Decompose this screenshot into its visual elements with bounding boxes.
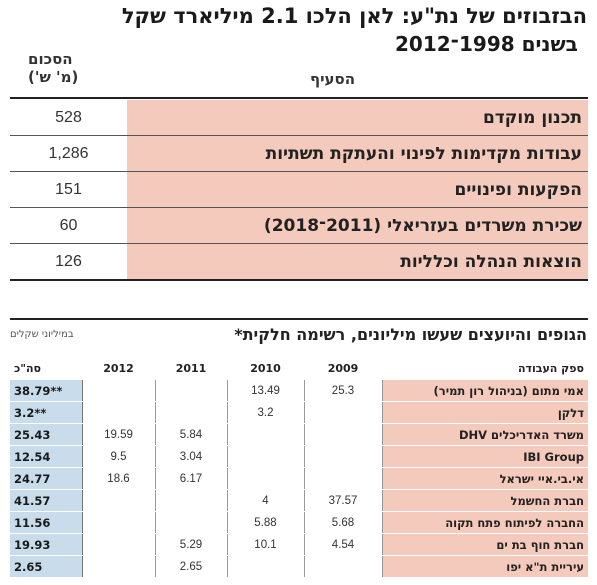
budget-row: 528 תכנון מוקדם (10, 100, 588, 136)
year-value-cell: 3.04 (155, 445, 228, 468)
budget-amount: 151 (55, 181, 82, 198)
budget-row: 1,286 עבודות מקדימות לפינוי והעתקת תשתיות (10, 136, 588, 172)
table-row: 25.43 19.59 5.84 משרד האדריכלים DHV (10, 423, 588, 446)
col-total-header: סה"כ (10, 358, 82, 380)
table-row: 38.79** 13.49 25.3 אמי מתום (בניהול רון תמי… (10, 379, 588, 402)
year-value-cell (82, 511, 156, 534)
year-value-cell (155, 401, 228, 424)
total-cell: 11.56 (10, 511, 83, 534)
budget-amount: 528 (55, 109, 82, 126)
table-row: 24.77 18.6 6.17 אי.בי.איי ישראל (10, 467, 588, 490)
supplier-name: דלקן (382, 401, 588, 424)
table2-title: הגופים והיועצים שעשו מיליונים, רשימה חלק… (234, 325, 587, 344)
budget-section-label: תכנון מוקדם (127, 100, 588, 136)
amount-header-line1: הסכום (28, 50, 73, 68)
table-row: 3.2** 3.2 דלקן (10, 401, 588, 424)
table-row: 11.56 5.88 5.68 החברה לפיתוח פתח תקוה (10, 511, 588, 534)
budget-section-label: עבודות מקדימות לפינוי והעתקת תשתיות (127, 136, 588, 172)
table1-top-rule (10, 97, 588, 99)
col-2012-header: 2012 (82, 358, 155, 380)
budget-section-label: הוצאות הנהלה וכלליות (127, 244, 588, 280)
budget-section-label: שכירת משרדים בעזריאלי (2011־2018) (127, 208, 588, 244)
year-value-cell: 5.84 (155, 423, 228, 446)
year-value-cell (227, 555, 305, 578)
table-row: 19.93 5.29 10.1 4.54 חברת חוף בת ים (10, 533, 588, 556)
supplier-name: אי.בי.איי ישראל (382, 467, 588, 490)
row-divider (10, 171, 588, 172)
year-value-cell: 37.57 (304, 489, 383, 512)
year-value-cell (155, 379, 228, 402)
year-value-cell: 3.2 (227, 401, 305, 424)
amount-header-line2: (מ' ש') (28, 68, 79, 86)
year-value-cell (227, 423, 305, 446)
budget-row: 126 הוצאות הנהלה וכלליות (10, 244, 588, 280)
total-cell: 3.2** (10, 401, 83, 424)
supplier-name: IBI Group (382, 445, 588, 468)
total-cell: 25.43 (10, 423, 83, 446)
year-value-cell: 4.54 (304, 533, 383, 556)
year-value-cell: 10.1 (227, 533, 305, 556)
row-divider (10, 243, 588, 244)
total-cell: 38.79** (10, 379, 83, 402)
row-divider (10, 135, 588, 136)
year-value-cell: 2.65 (155, 555, 228, 578)
total-cell: 24.77 (10, 467, 83, 490)
year-value-cell: 5.29 (155, 533, 228, 556)
budget-row: 60 שכירת משרדים בעזריאלי (2011־2018) (10, 208, 588, 244)
supplier-name: חברת החשמל (382, 489, 588, 512)
col-2010-header: 2010 (227, 358, 304, 380)
suppliers-table: סה"כ 2012 2011 2010 2009 ספק העבודה 38.7… (10, 358, 588, 578)
row-divider (10, 279, 588, 281)
budget-amount: 1,286 (48, 145, 89, 162)
page-title: הבזבוזים של נת"ע: לאן הלכו 2.1 מיליארד ש… (121, 4, 587, 28)
year-value-cell: 4 (227, 489, 305, 512)
total-cell: 41.57 (10, 489, 83, 512)
year-value-cell: 5.68 (304, 511, 383, 534)
year-value-cell (82, 379, 156, 402)
col-2011-header: 2011 (155, 358, 227, 380)
table-row: 41.57 4 37.57 חברת החשמל (10, 489, 588, 512)
year-value-cell: 13.49 (227, 379, 305, 402)
budget-row: 151 הפקעות ופינויים (10, 172, 588, 208)
col-supplier-header: ספק העבודה (382, 358, 588, 380)
year-value-cell (82, 555, 156, 578)
year-value-cell (227, 467, 305, 490)
budget-amount: 60 (59, 217, 78, 234)
year-value-cell (304, 445, 383, 468)
year-value-cell (82, 401, 156, 424)
budget-section-label: הפקעות ופינויים (127, 172, 588, 208)
row-divider (10, 207, 588, 208)
supplier-name: משרד האדריכלים DHV (382, 423, 588, 446)
total-cell: 2.65 (10, 555, 83, 578)
col-2009-header: 2009 (304, 358, 382, 380)
table-row: 12.54 9.5 3.04 IBI Group (10, 445, 588, 468)
year-value-cell (304, 467, 383, 490)
supplier-name: אמי מתום (בניהול רון תמיר) (382, 379, 588, 402)
year-value-cell (155, 511, 228, 534)
year-value-cell (82, 533, 156, 556)
total-cell: 19.93 (10, 533, 83, 556)
year-value-cell (304, 555, 383, 578)
year-value-cell (227, 445, 305, 468)
year-value-cell: 9.5 (82, 445, 156, 468)
supplier-name: החברה לפיתוח פתח תקוה (382, 511, 588, 534)
year-value-cell (155, 489, 228, 512)
year-value-cell (82, 489, 156, 512)
section-header: הסעיף (310, 70, 356, 88)
page-subtitle: בשנים 1998־2012 (395, 32, 578, 56)
table2-unit-note: במיליוני שקלים (10, 329, 74, 340)
table2-top-rule (10, 318, 588, 320)
supplier-name: עיריית ת"א יפו (382, 555, 588, 578)
year-value-cell (304, 401, 383, 424)
table-row: 2.65 2.65 עיריית ת"א יפו (10, 555, 588, 578)
year-value-cell (304, 423, 383, 446)
total-cell: 12.54 (10, 445, 83, 468)
year-value-cell: 5.88 (227, 511, 305, 534)
supplier-name: חברת חוף בת ים (382, 533, 588, 556)
year-value-cell: 18.6 (82, 467, 156, 490)
year-value-cell: 25.3 (304, 379, 383, 402)
year-value-cell: 6.17 (155, 467, 228, 490)
year-value-cell: 19.59 (82, 423, 156, 446)
budget-amount: 126 (55, 253, 82, 270)
